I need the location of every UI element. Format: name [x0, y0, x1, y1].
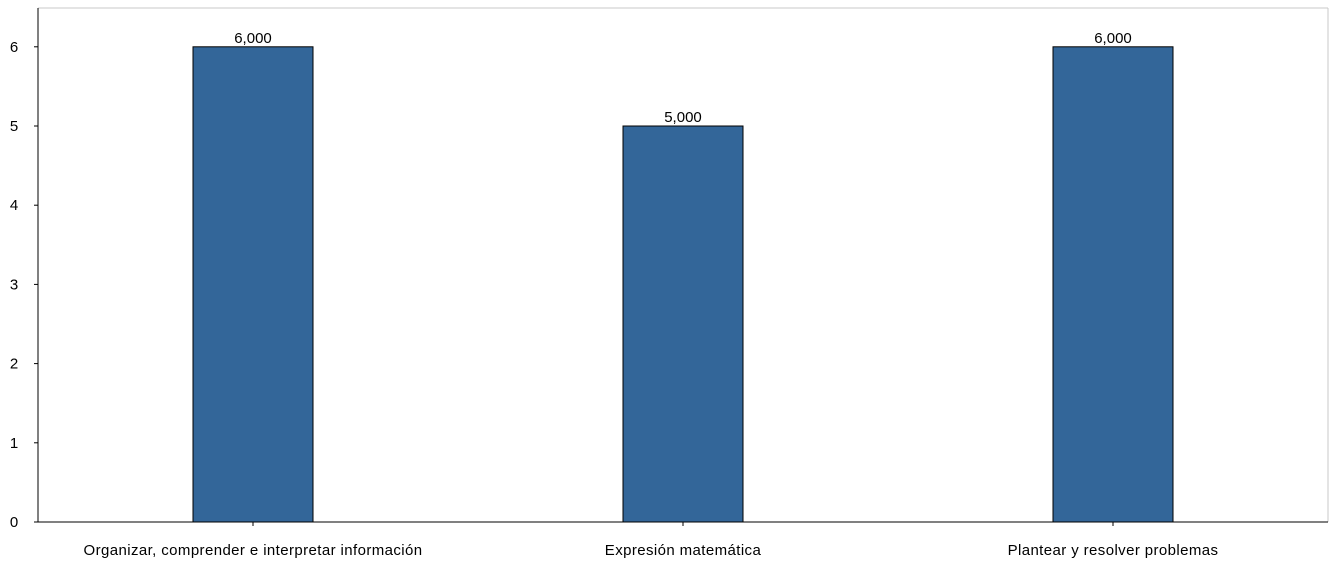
- y-tick-label: 5: [10, 118, 18, 135]
- x-category-label: Expresión matemática: [605, 542, 762, 559]
- y-tick-label: 1: [10, 435, 18, 452]
- x-category-label: Organizar, comprender e interpretar info…: [84, 542, 423, 559]
- y-tick-label: 6: [10, 39, 18, 56]
- y-tick-label: 2: [10, 356, 18, 373]
- data-label: 5,000: [664, 109, 702, 126]
- y-tick-label: 0: [10, 514, 18, 531]
- bar: [192, 46, 314, 523]
- y-axis: 0 1 2 3 4 5 6: [10, 8, 39, 531]
- y-tick-label: 4: [10, 197, 18, 214]
- plot-frame: [38, 7, 1329, 522]
- bar: [1052, 46, 1174, 523]
- bars: 6,000 5,000 6,000: [192, 30, 1174, 523]
- x-axis: Organizar, comprender e interpretar info…: [34, 521, 1328, 559]
- data-label: 6,000: [234, 30, 272, 47]
- y-tick-label: 3: [10, 276, 18, 293]
- bar: [622, 125, 744, 523]
- x-category-label: Plantear y resolver problemas: [1008, 542, 1219, 559]
- data-label: 6,000: [1094, 30, 1132, 47]
